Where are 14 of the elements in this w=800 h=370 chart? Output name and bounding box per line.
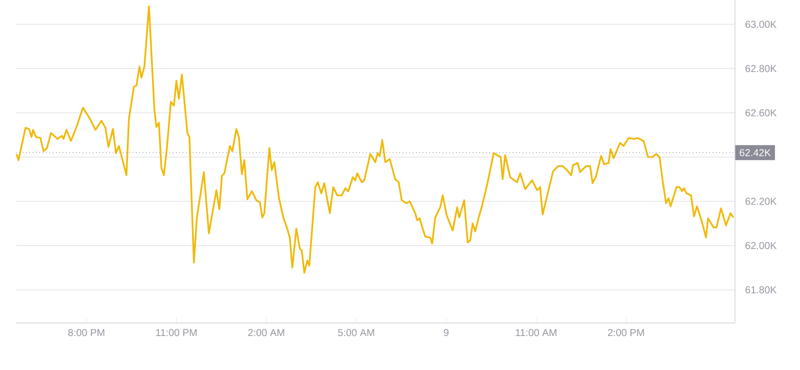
y-tick-label: 62.80K [746,65,777,72]
x-tick-label: 11:00 PM [156,329,197,336]
ref-line-label: 62.42K [740,149,771,156]
x-tick-label: 2:00 PM [608,329,644,336]
x-tick-label: 5:00 AM [338,329,374,336]
x-tick-label: 8:00 PM [68,329,104,336]
y-tick-label: 62.00K [746,242,777,250]
y-tick-label: 62.60K [746,109,777,116]
x-tick-label: 2:00 AM [248,329,284,336]
x-tick-label: 11:00 AM [516,329,556,336]
y-tick-label: 63.00K [746,20,777,28]
y-tick-label: 62.20K [746,198,777,205]
y-tick-label: 61.80K [746,286,777,294]
x-tick-label: 9 [444,329,449,336]
